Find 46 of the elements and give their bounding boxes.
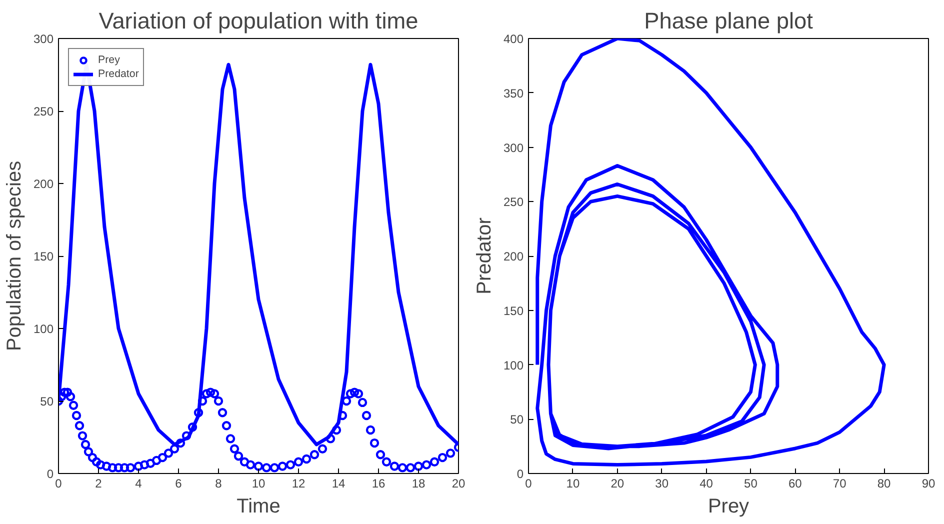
y-tick-label: 0 [46,467,54,481]
x-tick-label: 0 [525,476,532,490]
x-tick-label: 60 [788,476,802,490]
y-tick-label: 50 [40,394,54,408]
x-tick-label: 0 [55,476,62,490]
x-axis-title: Prey [708,496,750,518]
x-tick-label: 70 [832,476,847,490]
y-tick-label: 300 [503,140,524,155]
y-tick-label: 400 [503,32,524,46]
y-tick-label: 100 [503,358,524,372]
y-tick-label: 150 [503,304,524,318]
y-tick-label: 300 [33,32,54,46]
y-tick-label: 100 [33,322,54,336]
y-tick-label: 150 [33,250,54,264]
x-tick-label: 6 [175,476,182,490]
chart-title: Phase plane plot [644,8,814,34]
x-tick-label: 10 [566,476,580,490]
y-axis-title: Population of species [3,160,26,352]
x-tick-label: 30 [655,476,669,490]
y-tick-label: 0 [516,467,524,481]
x-tick-label: 14 [332,476,346,490]
x-tick-label: 20 [610,476,624,490]
y-tick-label: 250 [33,104,54,118]
chart-title: Variation of population with time [98,8,418,34]
y-tick-label: 200 [503,250,524,264]
legend-label: Predator [98,67,139,81]
x-axis-title: Time [236,496,280,518]
legend-label: Prey [98,53,120,67]
x-tick-label: 8 [215,476,222,490]
x-tick-label: 10 [252,476,266,490]
line-series [536,38,886,467]
x-tick-label: 80 [877,476,892,490]
x-tick-label: 50 [744,476,758,490]
x-tick-label: 12 [292,476,306,490]
y-tick-label: 200 [33,177,54,191]
x-tick-label: 4 [135,476,142,490]
x-tick-label: 90 [922,476,936,490]
y-tick-label: 50 [510,412,524,427]
x-tick-label: 20 [452,476,466,490]
x-tick-label: 40 [700,476,714,490]
y-tick-label: 350 [503,86,524,100]
x-tick-label: 2 [95,476,102,490]
y-tick-label: 250 [503,195,524,210]
x-tick-label: 16 [372,476,386,490]
y-axis-title: Predator [473,217,496,294]
x-tick-label: 18 [412,476,426,490]
